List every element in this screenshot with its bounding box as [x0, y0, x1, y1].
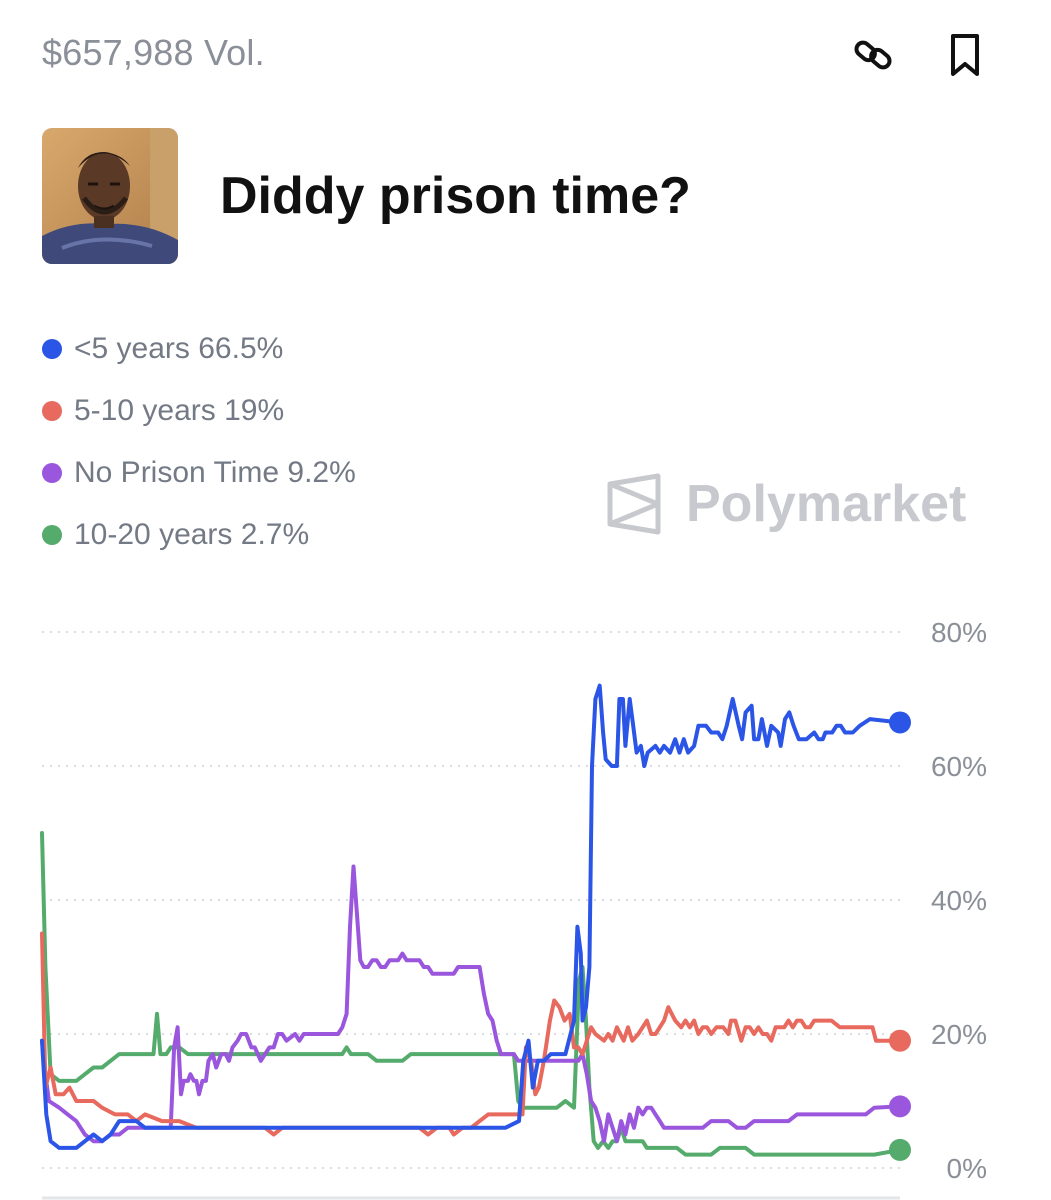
y-tick-label: 40%	[931, 885, 987, 916]
polymarket-logo-icon	[607, 473, 661, 535]
market-title: Diddy prison time?	[220, 167, 691, 225]
series-endpoint-3	[889, 1138, 911, 1161]
legend-item: 10-20 years 2.7%	[42, 504, 356, 566]
y-tick-label: 20%	[931, 1019, 987, 1050]
series-line-2	[40, 864, 902, 1144]
bookmark-icon[interactable]	[942, 32, 988, 78]
legend-item: 5-10 years 19%	[42, 380, 356, 442]
chart-grid	[42, 631, 900, 1200]
legend-item: No Prison Time 9.2%	[42, 442, 356, 504]
link-icon[interactable]	[850, 32, 896, 78]
legend-label: <5 years 66.5%	[74, 332, 284, 365]
legend-dot	[42, 339, 62, 359]
series-endpoint-0	[889, 711, 911, 734]
y-tick-label: 80%	[931, 617, 987, 648]
series-line-0	[40, 683, 902, 1150]
legend-dot	[42, 525, 62, 545]
legend-item: <5 years 66.5%	[42, 318, 356, 380]
polymarket-watermark: Polymarket	[606, 472, 966, 536]
legend-label: 10-20 years 2.7%	[74, 518, 310, 551]
legend-label: No Prison Time 9.2%	[74, 456, 356, 489]
chart-legend: <5 years 66.5% 5-10 years 19% No Prison …	[42, 318, 356, 566]
chart-lines	[40, 683, 911, 1161]
y-tick-label: 60%	[931, 751, 987, 782]
y-axis-ticks: 80% 60% 40% 20% 0%	[931, 617, 987, 1184]
volume-text: $657,988 Vol.	[42, 32, 265, 73]
series-endpoint-1	[889, 1029, 911, 1052]
legend-dot	[42, 463, 62, 483]
legend-dot	[42, 401, 62, 421]
market-avatar	[42, 128, 178, 264]
series-endpoint-2	[889, 1095, 911, 1118]
legend-label: 5-10 years 19%	[74, 394, 285, 427]
watermark-text: Polymarket	[686, 475, 967, 533]
y-tick-label: 0%	[947, 1153, 987, 1184]
